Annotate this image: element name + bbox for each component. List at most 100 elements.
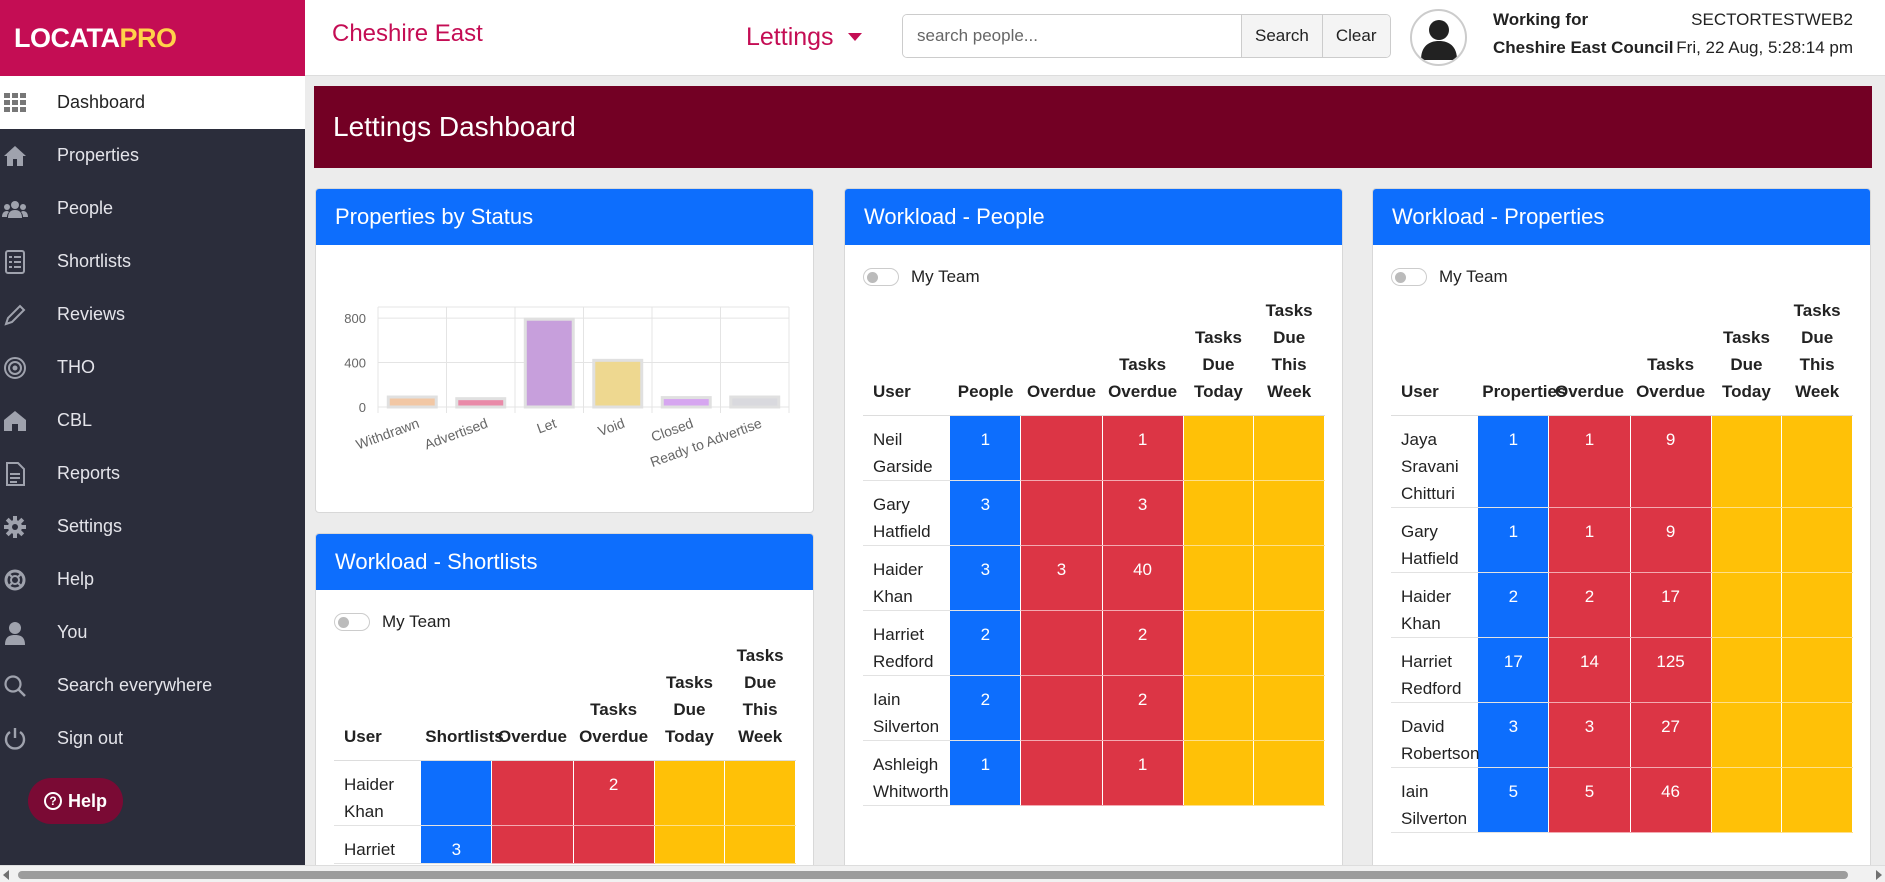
- count-cell[interactable]: 2: [1102, 610, 1184, 676]
- user-name[interactable]: Gary Hatfield: [1391, 507, 1479, 573]
- search-button[interactable]: Search: [1241, 15, 1322, 57]
- count-cell[interactable]: 5: [1478, 767, 1550, 833]
- column-header[interactable]: Tasks Due Today: [1711, 297, 1782, 416]
- table-row[interactable]: Harriet 3: [334, 825, 796, 864]
- column-header[interactable]: Overdue: [491, 642, 574, 761]
- count-cell[interactable]: [1711, 572, 1783, 638]
- count-cell[interactable]: [654, 760, 726, 826]
- column-header[interactable]: User: [334, 642, 422, 761]
- user-name[interactable]: Iain Silverton: [863, 675, 951, 741]
- count-cell[interactable]: [1253, 610, 1325, 676]
- count-cell[interactable]: 2: [1478, 572, 1550, 638]
- count-cell[interactable]: [1711, 767, 1783, 833]
- count-cell[interactable]: 46: [1630, 767, 1712, 833]
- scroll-right-icon[interactable]: [1876, 870, 1882, 880]
- count-cell[interactable]: [1020, 740, 1103, 806]
- sidebar-item-people[interactable]: People: [0, 182, 305, 235]
- column-header[interactable]: Tasks Due This Week: [1781, 297, 1853, 416]
- column-header[interactable]: Tasks Overdue: [1630, 297, 1712, 416]
- count-cell[interactable]: [1781, 637, 1853, 703]
- count-cell[interactable]: [1183, 740, 1255, 806]
- count-cell[interactable]: [421, 760, 493, 826]
- count-cell[interactable]: [724, 760, 796, 826]
- count-cell[interactable]: 27: [1630, 702, 1712, 768]
- user-name[interactable]: Jaya Sravani Chitturi: [1391, 415, 1479, 508]
- user-name[interactable]: Haider Khan: [863, 545, 951, 611]
- count-cell[interactable]: [1183, 675, 1255, 741]
- table-row[interactable]: Gary Hatfield 3 3: [863, 480, 1325, 546]
- count-cell[interactable]: 1: [950, 740, 1022, 806]
- count-cell[interactable]: [1253, 740, 1325, 806]
- sidebar-item-help[interactable]: Help: [0, 553, 305, 606]
- table-row[interactable]: Haider Khan 2 2 17: [1391, 572, 1853, 638]
- logo[interactable]: LOCATAPRO: [0, 0, 305, 76]
- sidebar-item-dashboard[interactable]: Dashboard: [0, 76, 305, 129]
- count-cell[interactable]: [1020, 675, 1103, 741]
- count-cell[interactable]: 3: [950, 480, 1022, 546]
- column-header[interactable]: Overdue: [1548, 297, 1631, 416]
- scrollbar-thumb[interactable]: [18, 871, 1848, 879]
- count-cell[interactable]: [1020, 415, 1103, 481]
- count-cell[interactable]: 1: [1102, 740, 1184, 806]
- column-header[interactable]: User: [863, 297, 951, 416]
- user-name[interactable]: Haider Khan: [334, 760, 422, 826]
- count-cell[interactable]: [491, 760, 574, 826]
- count-cell[interactable]: 3: [950, 545, 1022, 611]
- count-cell[interactable]: 1: [950, 415, 1022, 481]
- count-cell[interactable]: 1: [1478, 415, 1550, 508]
- user-name[interactable]: Iain Silverton: [1391, 767, 1479, 833]
- count-cell[interactable]: 2: [573, 760, 655, 826]
- user-name[interactable]: Neil Garside: [863, 415, 951, 481]
- sidebar-item-search-everywhere[interactable]: Search everywhere: [0, 659, 305, 712]
- sidebar-item-properties[interactable]: Properties: [0, 129, 305, 182]
- count-cell[interactable]: [1781, 572, 1853, 638]
- count-cell[interactable]: [1781, 702, 1853, 768]
- table-row[interactable]: Iain Silverton 2 2: [863, 675, 1325, 741]
- table-row[interactable]: Ashleigh Whitworth 1 1: [863, 740, 1325, 806]
- table-row[interactable]: Iain Silverton 5 5 46: [1391, 767, 1853, 833]
- count-cell[interactable]: [1711, 507, 1783, 573]
- count-cell[interactable]: 40: [1102, 545, 1184, 611]
- count-cell[interactable]: [1253, 480, 1325, 546]
- count-cell[interactable]: 1: [1548, 507, 1631, 573]
- scroll-left-icon[interactable]: [3, 870, 9, 880]
- table-row[interactable]: Harriet Redford 17 14 125: [1391, 637, 1853, 703]
- count-cell[interactable]: [1183, 610, 1255, 676]
- count-cell[interactable]: 2: [950, 675, 1022, 741]
- help-button[interactable]: ? Help: [28, 778, 123, 824]
- count-cell[interactable]: 5: [1548, 767, 1631, 833]
- search-input[interactable]: [903, 15, 1241, 57]
- table-row[interactable]: Gary Hatfield 1 1 9: [1391, 507, 1853, 573]
- column-header[interactable]: Tasks Due This Week: [1253, 297, 1325, 416]
- user-name[interactable]: Harriet Redford: [1391, 637, 1479, 703]
- count-cell[interactable]: [1781, 767, 1853, 833]
- avatar[interactable]: [1410, 9, 1467, 66]
- count-cell[interactable]: [1183, 480, 1255, 546]
- column-header[interactable]: User: [1391, 297, 1479, 416]
- table-row[interactable]: David Robertson 3 3 27: [1391, 702, 1853, 768]
- count-cell[interactable]: 1: [1548, 415, 1631, 508]
- count-cell[interactable]: [491, 825, 574, 864]
- column-header[interactable]: Tasks Overdue: [573, 642, 655, 761]
- count-cell[interactable]: 3: [1020, 545, 1103, 611]
- count-cell[interactable]: 17: [1630, 572, 1712, 638]
- my-team-toggle[interactable]: [334, 613, 370, 631]
- count-cell[interactable]: [724, 825, 796, 864]
- table-row[interactable]: Jaya Sravani Chitturi 1 1 9: [1391, 415, 1853, 508]
- sidebar-item-cbl[interactable]: CBL: [0, 394, 305, 447]
- sidebar-item-shortlists[interactable]: Shortlists: [0, 235, 305, 288]
- count-cell[interactable]: 14: [1548, 637, 1631, 703]
- column-header[interactable]: Tasks Overdue: [1102, 297, 1184, 416]
- user-name[interactable]: Gary Hatfield: [863, 480, 951, 546]
- count-cell[interactable]: [573, 825, 655, 864]
- count-cell[interactable]: [1711, 637, 1783, 703]
- sidebar-item-settings[interactable]: Settings: [0, 500, 305, 553]
- column-header[interactable]: Overdue: [1020, 297, 1103, 416]
- count-cell[interactable]: [1020, 610, 1103, 676]
- count-cell[interactable]: 2: [1548, 572, 1631, 638]
- table-row[interactable]: Harriet Redford 2 2: [863, 610, 1325, 676]
- count-cell[interactable]: [654, 825, 726, 864]
- count-cell[interactable]: 3: [421, 825, 493, 864]
- user-name[interactable]: Harriet: [334, 825, 422, 864]
- user-name[interactable]: Haider Khan: [1391, 572, 1479, 638]
